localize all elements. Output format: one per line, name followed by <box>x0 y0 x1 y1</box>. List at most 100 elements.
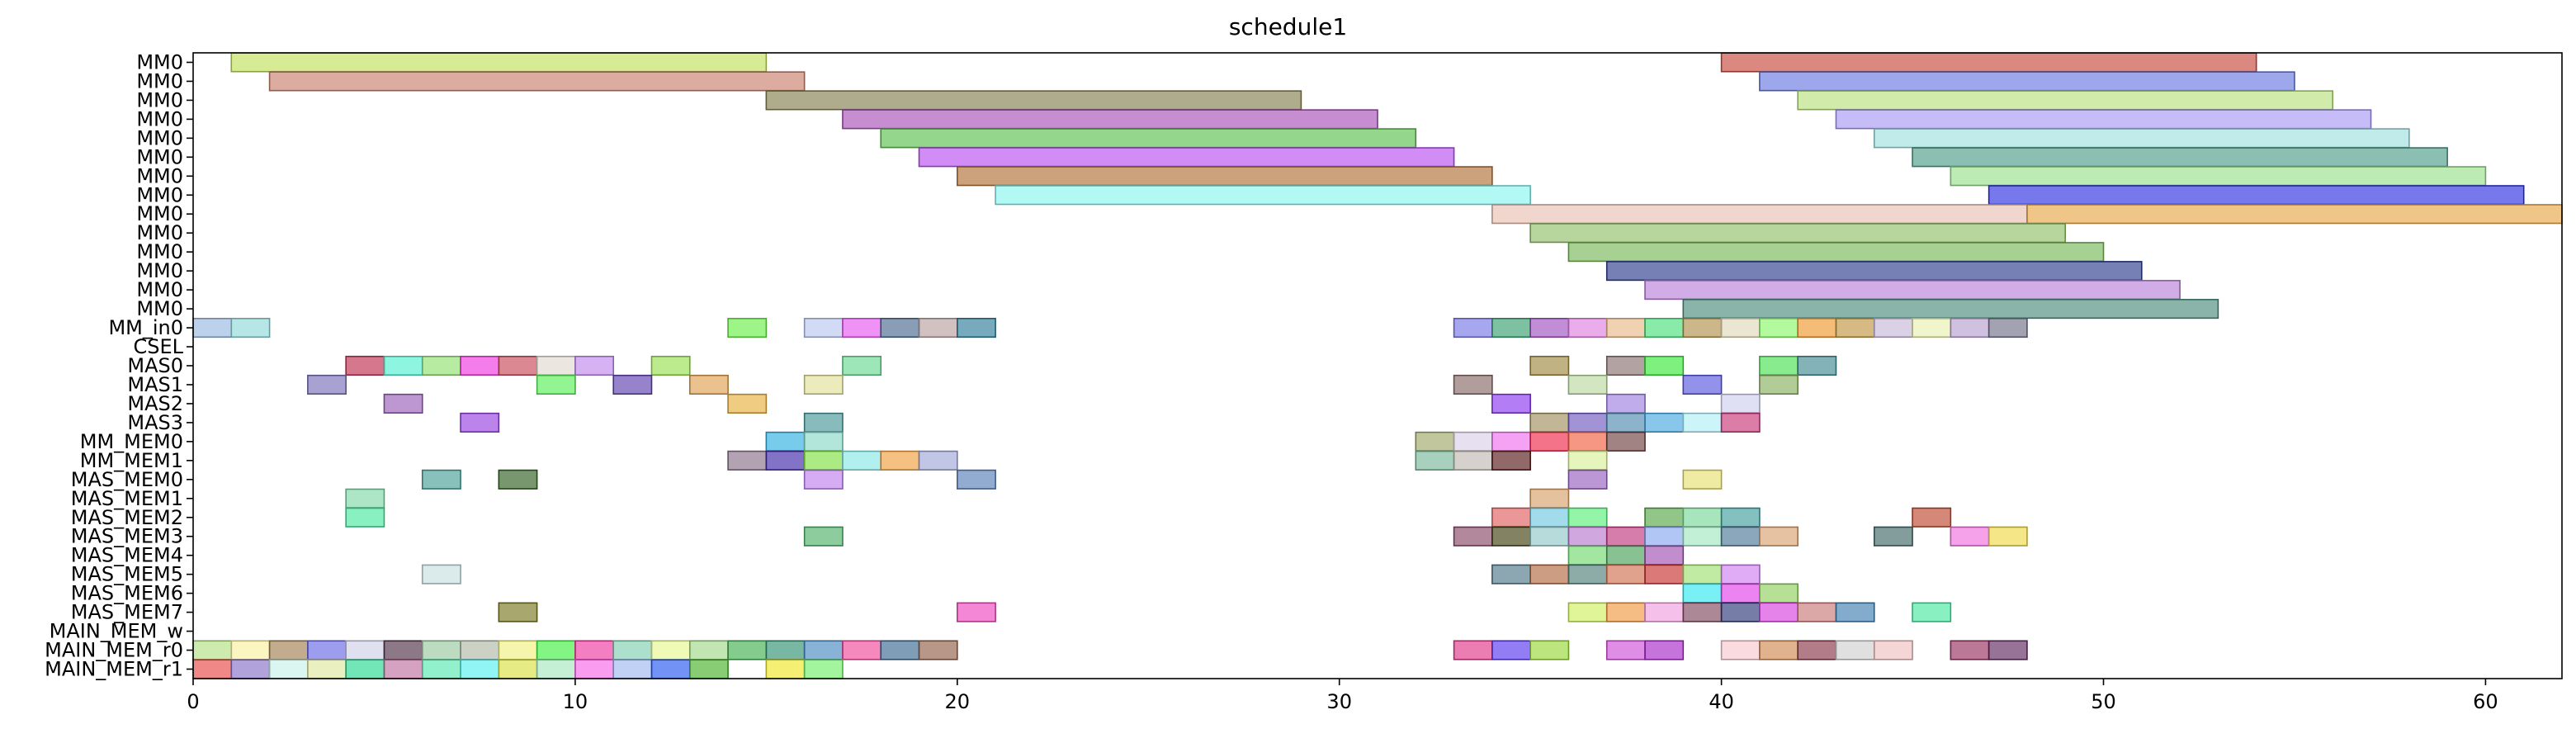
task-bar <box>1567 526 1608 547</box>
task-bar <box>1453 526 1493 547</box>
task-bar <box>192 659 233 679</box>
task-bar <box>1567 545 1608 566</box>
task-bar <box>1567 602 1608 622</box>
task-bar <box>1682 318 1723 338</box>
task-bar <box>803 374 844 395</box>
y-tick-label: MAS_MEM5 <box>71 563 183 586</box>
task-bar <box>957 469 996 490</box>
task-bar <box>1720 318 1761 338</box>
task-bar <box>1644 280 2181 301</box>
task-bar <box>1567 431 1608 452</box>
task-bar <box>918 450 958 471</box>
task-bar <box>650 659 691 679</box>
task-bar <box>1529 507 1570 528</box>
task-bar <box>345 355 385 376</box>
task-bar <box>1644 412 1685 433</box>
task-bar <box>803 659 844 679</box>
task-bar <box>1797 640 1837 660</box>
y-tick-label: MM0 <box>136 69 183 92</box>
y-tick-label: MAS_MEM3 <box>71 525 183 548</box>
task-bar <box>1682 583 1723 603</box>
chart-title: schedule1 <box>1228 13 1348 40</box>
task-bar <box>918 147 1455 168</box>
task-bar <box>1835 109 2372 130</box>
task-bar <box>918 640 958 660</box>
task-bar <box>1759 583 1798 603</box>
task-bar <box>383 355 423 376</box>
y-axis: MM0MM0MM0MM0MM0MM0MM0MM0MM0MM0MM0MM0MM0M… <box>45 50 193 681</box>
x-tick-label: 20 <box>945 690 971 713</box>
y-tick-label: MAIN_MEM_r0 <box>45 639 183 662</box>
task-bar <box>574 355 614 376</box>
task-bar <box>1644 318 1685 338</box>
task-bar <box>1720 640 1761 660</box>
task-bar <box>1529 526 1570 547</box>
y-tick-label: MM_MEM1 <box>80 449 183 472</box>
task-bar <box>1567 450 1608 471</box>
y-tick-label: MAS_MEM4 <box>71 544 183 567</box>
x-tick-label: 30 <box>1326 690 1352 713</box>
task-bar <box>842 640 882 660</box>
task-bar <box>536 374 576 395</box>
task-bar <box>765 90 1302 111</box>
task-bar <box>1720 564 1761 584</box>
task-bar <box>880 128 1417 149</box>
y-tick-label: MAS0 <box>127 354 183 377</box>
task-bar <box>1605 545 1646 566</box>
task-bar <box>1415 431 1455 452</box>
task-bar <box>1682 299 2219 319</box>
task-bar <box>1567 469 1608 490</box>
task-bar <box>650 355 691 376</box>
task-bar <box>1835 602 1875 622</box>
y-tick-label: MAS2 <box>127 392 183 415</box>
task-bar <box>421 564 461 584</box>
task-bar <box>1567 412 1608 433</box>
task-bar <box>1720 412 1761 433</box>
task-bar <box>727 640 768 660</box>
y-tick-label: CSEL <box>133 335 183 358</box>
task-bar <box>650 640 691 660</box>
task-bar <box>1605 355 1646 376</box>
task-bar <box>1759 602 1798 622</box>
task-bar <box>1644 526 1685 547</box>
task-bar <box>1912 318 1952 338</box>
task-bar <box>460 659 500 679</box>
x-axis: 0 10 20 30 40 50 60 <box>187 679 2498 713</box>
task-bar <box>345 659 385 679</box>
task-bar <box>460 640 500 660</box>
task-bar <box>803 412 844 433</box>
task-bar <box>1759 526 1798 547</box>
task-bar <box>1873 526 1913 547</box>
task-bar <box>1567 374 1608 395</box>
task-bar <box>1491 431 1531 452</box>
task-bar <box>1567 242 2105 263</box>
task-bar <box>612 640 653 660</box>
task-bar <box>345 640 385 660</box>
task-bar <box>1491 393 1531 414</box>
task-bar <box>1682 412 1723 433</box>
task-bar <box>1988 318 2028 338</box>
task-bar <box>612 374 653 395</box>
task-bar <box>803 469 844 490</box>
task-bar <box>1797 90 2334 111</box>
task-bar <box>1605 526 1646 547</box>
task-bar <box>842 355 882 376</box>
x-tick-label: 60 <box>2473 690 2498 713</box>
task-bar <box>880 318 920 338</box>
task-bar <box>1835 318 1875 338</box>
task-bar <box>1567 507 1608 528</box>
task-bar <box>957 318 996 338</box>
task-bar <box>842 450 882 471</box>
task-bar <box>1644 507 1685 528</box>
task-bar <box>1491 204 2028 225</box>
task-bar <box>1988 640 2028 660</box>
y-tick-label: MAS_MEM1 <box>71 487 183 510</box>
task-bar <box>1720 583 1761 603</box>
task-bar <box>765 659 806 679</box>
task-bar <box>1682 507 1723 528</box>
task-bar <box>1644 640 1685 660</box>
task-bar <box>1415 450 1455 471</box>
task-bar <box>1491 526 1531 547</box>
task-bar <box>1644 602 1685 622</box>
task-bar <box>880 640 920 660</box>
